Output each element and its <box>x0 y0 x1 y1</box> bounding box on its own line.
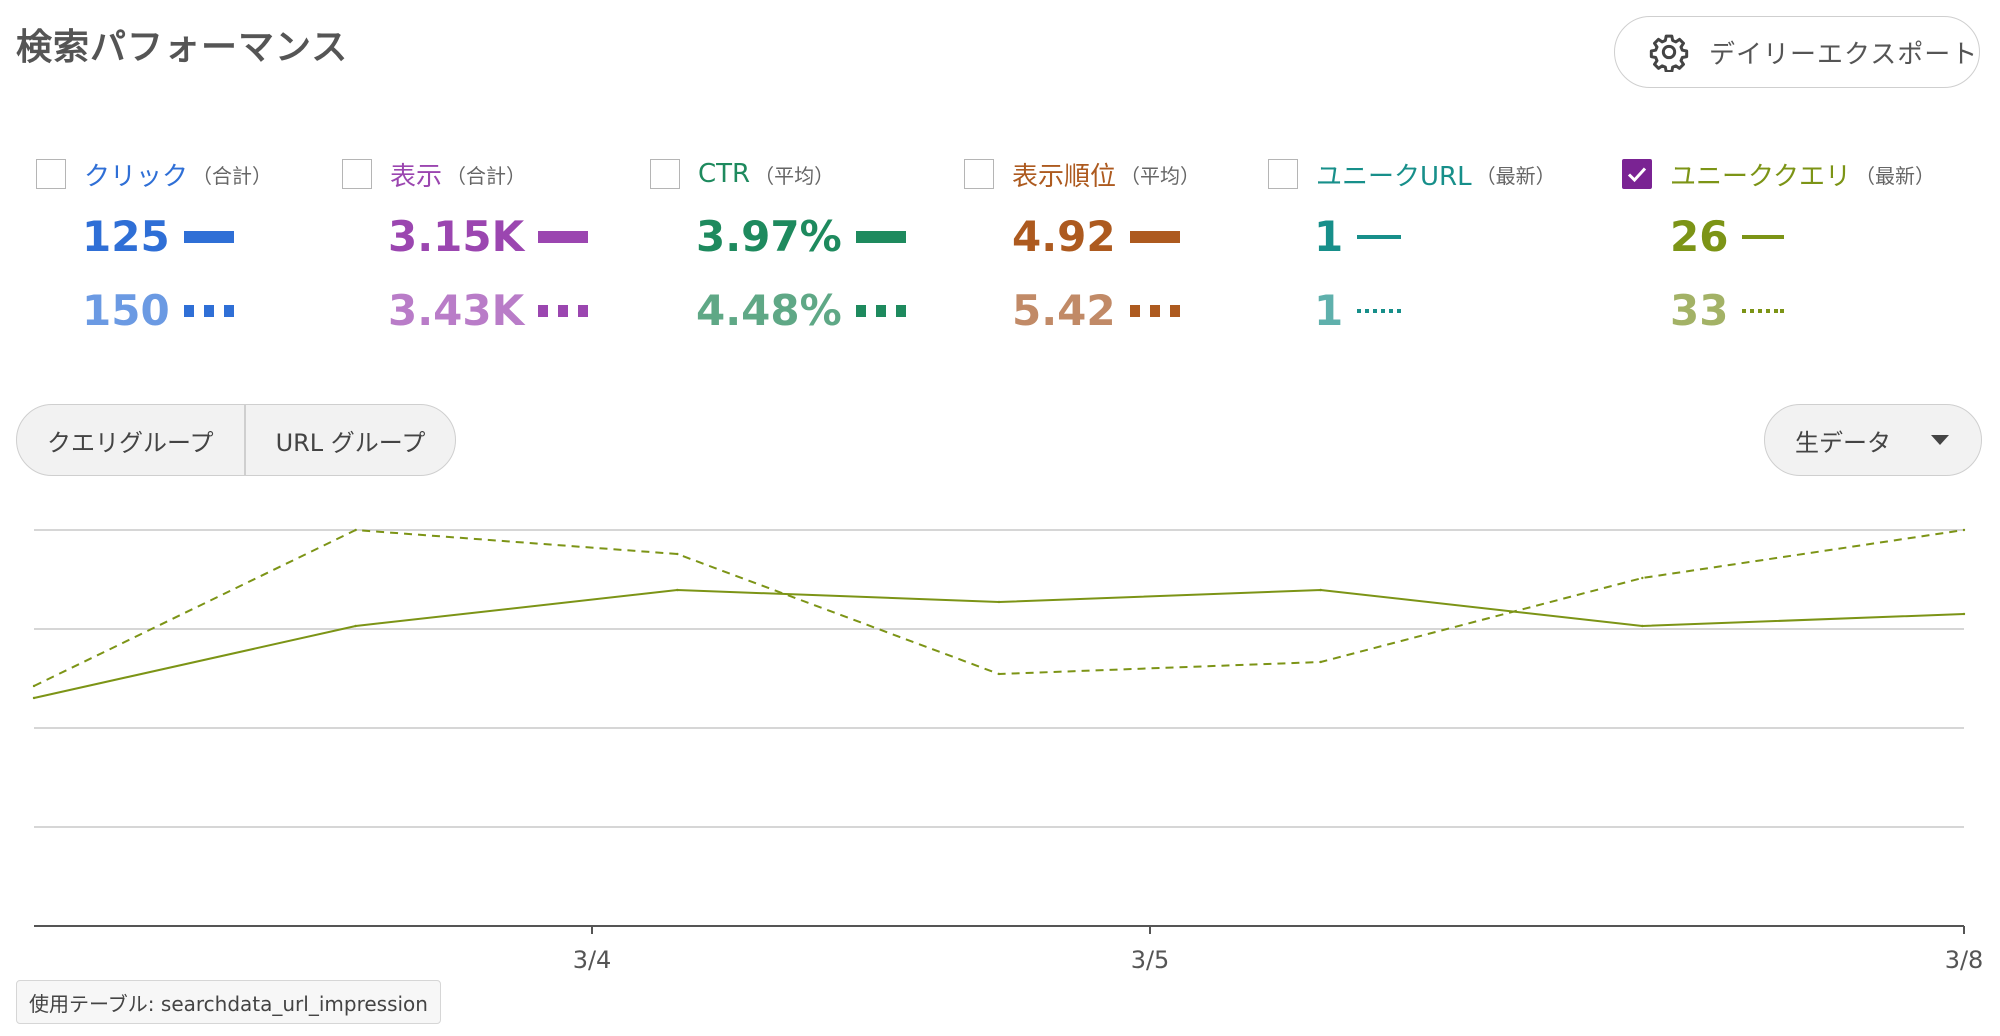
metric-checkbox[interactable] <box>650 159 680 189</box>
metric-label: CTR <box>698 159 751 189</box>
data-point <box>1319 660 1322 664</box>
x-tick-label: 3/8 <box>1945 946 1984 974</box>
data-point <box>32 696 36 700</box>
data-point <box>1962 612 1966 616</box>
legend-solid-icon <box>855 230 906 243</box>
grouping-segmented-control: クエリグループ URL グループ <box>16 404 457 476</box>
legend-dotted-icon <box>183 304 234 317</box>
data-point <box>32 684 36 688</box>
metric-previous-value: 3.43K <box>388 286 589 335</box>
metric-current-value: 3.97% <box>696 212 906 261</box>
data-point <box>1641 624 1644 628</box>
x-tick-label: 3/4 <box>573 946 612 974</box>
metric-previous-value: 33 <box>1670 286 1785 335</box>
line-chart: 3/4 3/5 3/8 <box>32 528 1984 974</box>
data-point <box>997 600 1001 604</box>
metric-current-value: 4.92 <box>1012 212 1180 261</box>
metric-sub-label: （最新） <box>1475 163 1556 188</box>
metric-checkbox-checked[interactable] <box>1622 159 1652 189</box>
metric-unique-url[interactable]: ユニークURL （最新） 1 1 <box>1268 156 1556 335</box>
checkmark-icon <box>1622 159 1652 189</box>
metric-label: 表示順位 <box>1012 161 1117 192</box>
metric-label: ユニークURL <box>1316 161 1472 192</box>
page-title: 検索パフォーマンス <box>16 27 349 68</box>
legend-solid-icon <box>1357 234 1402 239</box>
data-point <box>354 528 357 532</box>
metric-checkbox[interactable] <box>1268 159 1298 189</box>
metric-unique-query[interactable]: ユニーククエリ （最新） 26 33 <box>1622 156 1935 335</box>
metric-label: 表示 <box>390 161 443 192</box>
metric-current-value: 125 <box>82 212 234 261</box>
data-point <box>997 672 1001 676</box>
legend-dotted-icon <box>1129 304 1180 317</box>
url-group-button[interactable]: URL グループ <box>243 405 456 475</box>
metric-sub-label: （平均） <box>754 163 835 188</box>
metric-current-value: 1 <box>1314 212 1402 261</box>
legend-solid-icon <box>183 230 234 243</box>
metric-sub-label: （合計） <box>192 163 273 188</box>
x-tick-label: 3/5 <box>1131 946 1170 974</box>
data-point <box>676 588 679 592</box>
daily-export-label: デイリーエクスポート <box>1709 39 1979 70</box>
metric-impressions[interactable]: 表示 （合計） 3.15K 3.43K <box>342 156 589 335</box>
daily-export-button[interactable]: デイリーエクスポート <box>1614 16 1980 88</box>
legend-solid-icon <box>1742 234 1785 239</box>
legend-solid-icon <box>538 230 589 243</box>
metric-clicks[interactable]: クリック （合計） 125 150 <box>36 156 273 335</box>
metric-current-value: 26 <box>1670 212 1785 261</box>
data-point <box>354 624 357 628</box>
metric-checkbox[interactable] <box>964 159 994 189</box>
metric-position[interactable]: 表示順位 （平均） 4.92 5.42 <box>964 156 1201 335</box>
legend-dotted-icon <box>855 304 906 317</box>
data-point <box>1962 528 1966 532</box>
metric-previous-value: 5.42 <box>1012 286 1180 335</box>
raw-data-select[interactable]: 生データ <box>1764 404 1982 476</box>
metric-current-value: 3.15K <box>388 212 589 261</box>
series-previous-line <box>33 528 1965 687</box>
metric-sub-label: （平均） <box>1120 163 1201 188</box>
table-tag: 使用テーブル: searchdata_url_impression <box>16 980 441 1024</box>
metric-previous-value: 1 <box>1314 286 1402 335</box>
gear-icon <box>1649 34 1689 72</box>
data-point <box>1319 588 1322 592</box>
metric-checkbox[interactable] <box>36 159 66 189</box>
legend-dotted-icon <box>1357 308 1402 313</box>
metric-sub-label: （合計） <box>446 163 527 188</box>
caret-down-icon <box>1931 435 1949 445</box>
metric-ctr[interactable]: CTR （平均） 3.97% 4.48% <box>650 156 906 335</box>
legend-dotted-icon <box>538 304 589 317</box>
legend-dotted-icon <box>1742 308 1785 313</box>
metric-sub-label: （最新） <box>1854 163 1935 188</box>
metric-previous-value: 4.48% <box>696 286 906 335</box>
metric-previous-value: 150 <box>82 286 234 335</box>
raw-data-label: 生データ <box>1795 428 1891 457</box>
metric-checkbox[interactable] <box>342 159 372 189</box>
metric-label: ユニーククエリ <box>1670 161 1851 192</box>
legend-solid-icon <box>1129 230 1180 243</box>
query-group-button[interactable]: クエリグループ <box>47 428 214 457</box>
series-current-line <box>33 588 1965 699</box>
data-point <box>676 552 679 556</box>
metric-label: クリック <box>84 161 189 192</box>
data-point <box>1641 576 1644 580</box>
